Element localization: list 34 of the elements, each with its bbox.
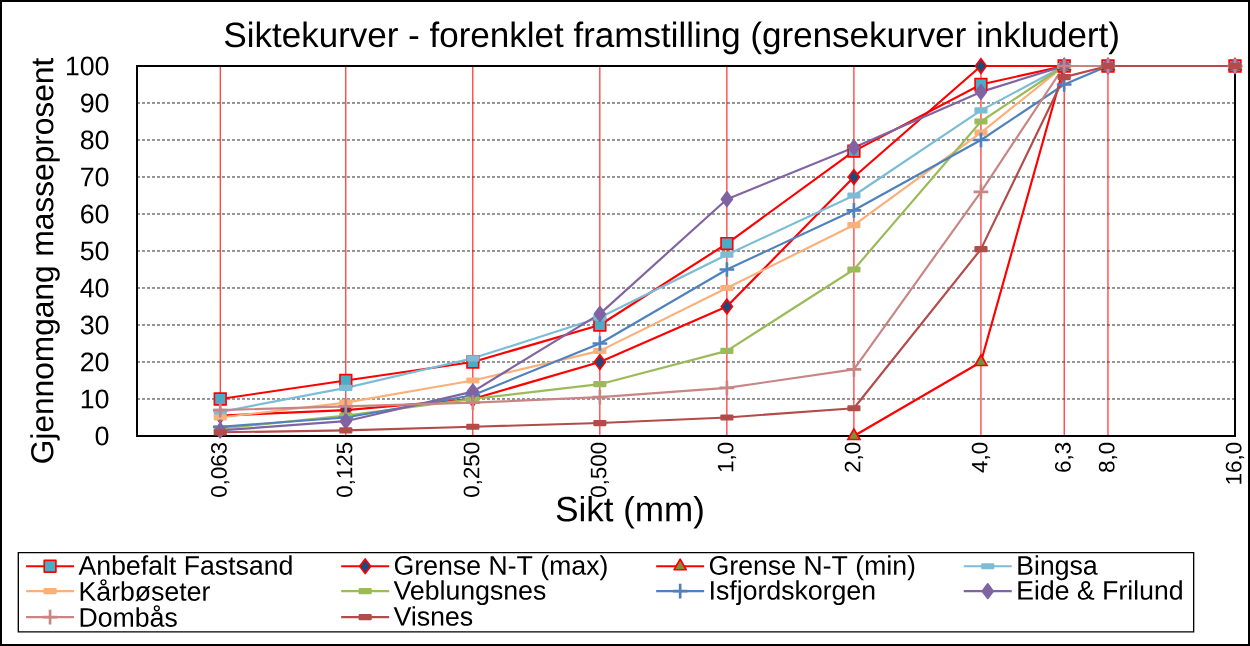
legend-label: Visnes <box>393 606 473 626</box>
legend-label: Bingsa <box>1018 555 1098 581</box>
x-tick-label: 4,0 <box>971 442 991 473</box>
x-axis-title: Sikt (mm) <box>556 495 703 529</box>
y-tick-label: 20 <box>81 352 109 372</box>
x-tick-label: 2,0 <box>844 442 864 472</box>
y-tick-label: 0 <box>95 426 109 446</box>
x-tick-label: 1,0 <box>717 442 737 472</box>
y-tick-label: 70 <box>81 167 109 187</box>
x-tick-label: 0,125 <box>336 442 356 497</box>
x-tick-label: 0,250 <box>463 442 483 497</box>
legend-label: Kårbøseter <box>80 579 210 602</box>
y-tick-label: 90 <box>81 93 109 113</box>
y-tick-label: 10 <box>81 389 109 409</box>
y-tick-label: 50 <box>80 241 109 261</box>
legend-label: Veblungsnes <box>393 580 546 606</box>
x-tick-label: 0,500 <box>590 442 610 497</box>
legend-label: Isfjordskorgen <box>711 580 875 606</box>
legend-label: Eide & Frilund <box>1018 580 1182 600</box>
y-tick-label: 100 <box>66 56 109 76</box>
legend-label: Grense N-T (max) <box>394 555 607 581</box>
x-tick-label: 8,0 <box>1098 442 1118 472</box>
y-axis-title: Gjennomgang masseprosent <box>30 57 60 463</box>
legend-label: Grense N-T (min) <box>709 555 915 581</box>
legend-label: Anbefalt Fastsand <box>78 555 292 575</box>
legend-label: Dombås <box>80 605 177 627</box>
x-tick-label: 6,3 <box>1054 442 1074 472</box>
chart-title: Siktekurver - forenklet framstilling (grensekurver inkludert) <box>224 21 1118 55</box>
y-tick-label: 40 <box>80 278 109 298</box>
y-tick-label: 30 <box>80 315 109 335</box>
x-tick-label: 0,063 <box>211 442 230 497</box>
y-tick-label: 60 <box>81 204 109 224</box>
x-tick-label: 16,0 <box>1225 442 1245 484</box>
y-tick-label: 80 <box>80 130 109 150</box>
